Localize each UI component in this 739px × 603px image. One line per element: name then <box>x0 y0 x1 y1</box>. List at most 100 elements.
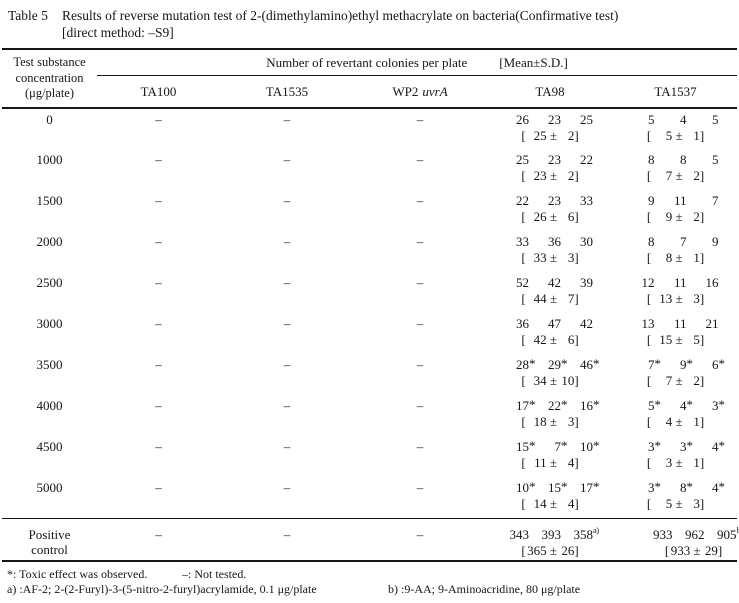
mean-value: 5 <box>665 128 673 143</box>
cell-wp2uvra: – <box>354 190 486 231</box>
toxic-asterisk: * <box>561 356 568 371</box>
cell-ta1537: 3 * 8 * 4 *[5 ± 3] <box>614 477 737 518</box>
cell-ta1535: – <box>220 395 354 436</box>
count-value: 7 * <box>648 356 661 372</box>
not-tested-dash: – <box>283 316 291 331</box>
toxic-asterisk: * <box>593 397 600 412</box>
concentration-cell: 3000 <box>2 313 97 354</box>
cell-ta98: 52 42 39[44 ± 7] <box>486 272 614 313</box>
not-tested-dash: – <box>283 193 291 208</box>
mean-sd-line: [7 ± 2] <box>646 373 705 388</box>
colony-counts: 13 11 21 <box>633 316 719 331</box>
cell-ta1535: – <box>220 518 354 561</box>
footnote-not-tested: –: Not tested. <box>182 567 247 581</box>
mean-value: 42 <box>533 332 547 347</box>
count-value: 16 * <box>580 397 600 413</box>
sd-value: 6 <box>567 209 575 224</box>
count-value: 23 <box>548 152 561 167</box>
mean-sd-line: [7 ± 2] <box>646 168 705 183</box>
count-value: 11 <box>673 316 687 331</box>
footnote-line2: a) :AF-2; 2-(2-Furyl)-3-(5-nitro-2-furyl… <box>7 582 739 597</box>
not-tested-dash: – <box>416 439 424 454</box>
dose-row: 3500– – –28 * 29 * 46 *[34 ± 10] 7 * 9 * 6 *[7 ± 2] <box>2 354 737 395</box>
mean-value: 26 <box>533 209 547 224</box>
concentration-cell: 5000 <box>2 477 97 518</box>
footnote-toxic-effect: *: Toxic effect was observed. <box>7 567 148 581</box>
cell-ta98: 26 23 25[25 ± 2] <box>486 108 614 149</box>
concentration-label: 3500 <box>36 357 63 372</box>
cell-ta1537: 3 * 3 * 4 *[3 ± 1] <box>614 436 737 477</box>
colony-counts: 36 47 42 <box>507 316 593 331</box>
count-value: 8 <box>680 152 687 167</box>
table-header: Test substance concentration (μg/plate) … <box>2 49 738 109</box>
header-colonies-span: Number of revertant colonies per plate [… <box>97 49 738 76</box>
mean-value: 7 <box>665 168 673 183</box>
count-value: 33 <box>516 234 529 249</box>
cell-ta100: – <box>97 190 220 231</box>
dose-row: 1000– – –25 23 22[23 ± 2] 8 8 5[7 ± 2] <box>2 149 737 190</box>
mean-value: 14 <box>533 496 547 511</box>
colony-counts: 15 * 7 * 10 * <box>507 438 600 454</box>
toxic-asterisk: * <box>718 397 726 412</box>
count-value: 25 <box>516 152 529 167</box>
header-wp2-uvra: WP2 uvrA <box>392 83 448 99</box>
colony-counts: 52 42 39 <box>507 275 593 290</box>
header-ta100: TA100 <box>140 83 177 99</box>
concentration-cell: 2000 <box>2 231 97 272</box>
sd-value: 3 <box>693 291 700 306</box>
not-tested-dash: – <box>416 480 424 495</box>
cell-ta98: 25 23 22[23 ± 2] <box>486 149 614 190</box>
not-tested-dash: – <box>283 275 291 290</box>
table-number: Table 5 <box>8 8 48 23</box>
not-tested-dash: – <box>283 439 291 454</box>
cell-ta98: 17 * 22 * 16 *[18 ± 3] <box>486 395 614 436</box>
toxic-asterisk: * <box>686 479 694 494</box>
not-tested-dash: – <box>416 193 424 208</box>
count-value: 13 <box>641 316 655 331</box>
concentration-label: 2500 <box>36 275 63 290</box>
concentration-cell: 3500 <box>2 354 97 395</box>
mean-sd-line: [13 ± 3] <box>646 291 705 306</box>
count-value: 46 * <box>580 356 600 372</box>
concentration-label: 0 <box>46 112 53 127</box>
header-row-top: Test substance concentration (μg/plate) … <box>2 49 738 100</box>
colony-counts: 10 * 15 * 17 * <box>507 479 600 495</box>
count-value: 12 <box>641 275 655 290</box>
footnote-b-positive-control: b) :9-AA; 9-Aminoacridine, 80 μg/plate <box>388 582 581 596</box>
count-value: 393 <box>541 526 562 542</box>
sd-value: 10 <box>561 373 575 388</box>
concentration-cell: 4500 <box>2 436 97 477</box>
not-tested-dash: – <box>283 526 291 542</box>
concentration-cell: 1000 <box>2 149 97 190</box>
header-concentration-line1: Test substance <box>13 55 86 70</box>
sd-value: 26 <box>561 542 575 558</box>
not-tested-dash: – <box>155 526 162 542</box>
header-concentration: Test substance concentration (μg/plate) <box>2 49 97 108</box>
not-tested-dash: – <box>155 357 162 372</box>
mean-value: 34 <box>533 373 547 388</box>
sd-value: 2 <box>693 168 700 183</box>
cell-ta1535: – <box>220 108 354 149</box>
cell-ta1535: – <box>220 313 354 354</box>
cell-ta98: 15 * 7 * 10 *[11 ± 4] <box>486 436 614 477</box>
sd-value: 2 <box>567 128 575 143</box>
cell-ta98: 28 * 29 * 46 *[34 ± 10] <box>486 354 614 395</box>
count-value: 15 * <box>516 438 536 454</box>
colony-counts: 28 * 29 * 46 * <box>507 356 600 372</box>
concentration-label: 1500 <box>36 193 63 208</box>
footnote-ref: b) <box>736 524 739 535</box>
colony-counts: 343 393 358 a) <box>507 525 600 542</box>
header-row-strains: TA100 TA1535 WP2 uvrA TA98 TA1537 <box>2 76 737 109</box>
footnote-line1: *: Toxic effect was observed. –: Not tes… <box>7 567 739 582</box>
cell-ta1537: 9 11 7[9 ± 2] <box>614 190 737 231</box>
count-value: 36 <box>516 316 529 331</box>
mean-value: 933 <box>670 542 691 558</box>
cell-ta1537: 8 7 9[8 ± 1] <box>614 231 737 272</box>
count-value: 9 <box>712 234 719 249</box>
cell-ta100: – <box>97 477 220 518</box>
toxic-asterisk: * <box>686 356 694 371</box>
mean-sd-line: [5 ± 3] <box>646 496 705 511</box>
header-ta1535: TA1535 <box>265 83 309 99</box>
